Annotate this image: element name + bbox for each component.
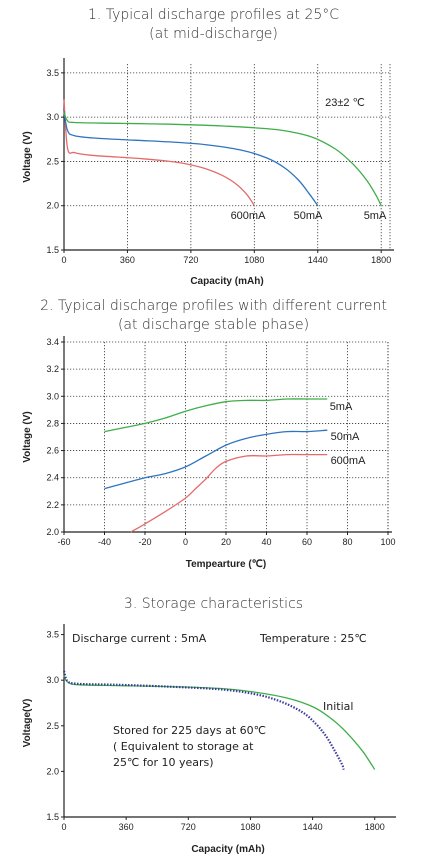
chart3-x-tick-label: 1080 bbox=[240, 822, 260, 832]
chart2-x-tick-label: 40 bbox=[261, 537, 271, 547]
chart3-y-axis-label: Voltage(V) bbox=[22, 699, 33, 748]
chart2-y-tick-label: 2.0 bbox=[46, 527, 59, 537]
chart2-x-tick-label: -60 bbox=[57, 537, 70, 547]
chart2-x-tick-label: -20 bbox=[138, 537, 151, 547]
chart2-y-tick-label: 2.8 bbox=[46, 418, 59, 428]
chart1-series-50ma-line bbox=[63, 110, 319, 207]
chart1-y-tick-label: 3.0 bbox=[46, 112, 59, 122]
chart1-x-tick-label: 1080 bbox=[244, 255, 264, 265]
chart2-x-tick-label: 0 bbox=[183, 537, 188, 547]
chart1-series-label-5ma: 5mA bbox=[364, 210, 387, 222]
chart1-temperature-annotation: 23±2 ℃ bbox=[325, 97, 365, 109]
chart3-x-tick-label: 1800 bbox=[365, 822, 385, 832]
chart2-series-label-5ma: 5mA bbox=[330, 401, 353, 413]
chart1-subtitle: (at mid-discharge) bbox=[149, 26, 278, 42]
chart1-title: 1. Typical discharge profiles at 25°C bbox=[87, 7, 340, 23]
chart3-stored-label-line2: ( Equivalent to storage at bbox=[113, 740, 254, 753]
chart1-y-tick-label: 2.0 bbox=[46, 201, 59, 211]
chart2-x-tick-label: 20 bbox=[221, 537, 231, 547]
chart1-series-label-50ma: 50mA bbox=[294, 210, 323, 222]
chart2-series-5ma-line bbox=[104, 398, 328, 433]
chart3-series-stored-for-225-days-at-60--line bbox=[62, 670, 345, 770]
chart1-x-tick-label: 0 bbox=[61, 255, 66, 265]
chart2-x-axis-label: Tempearture (℃) bbox=[186, 559, 267, 570]
chart1-series-5ma-line bbox=[63, 112, 382, 206]
chart2-x-tick-label: 80 bbox=[342, 537, 352, 547]
chart1-x-axis-label: Capacity (mAh) bbox=[190, 276, 263, 287]
chart1-x-tick-label: 1800 bbox=[371, 255, 391, 265]
chart3-temperature-annotation: Temperature : 25℃ bbox=[259, 632, 367, 645]
chart3-y-tick-label: 3.0 bbox=[46, 675, 59, 685]
chart3-y-tick-label: 2.0 bbox=[46, 766, 59, 776]
chart1-x-tick-label: 720 bbox=[183, 255, 198, 265]
chart3-y-tick-label: 1.5 bbox=[46, 812, 59, 822]
chart2-x-tick-label: -40 bbox=[98, 537, 111, 547]
chart1-series-600ma-line bbox=[63, 99, 255, 207]
chart3-title: 3. Storage characteristics bbox=[123, 596, 304, 612]
chart1-x-tick-label: 1440 bbox=[308, 255, 328, 265]
chart3-x-axis-label: Capacity (mAh) bbox=[191, 844, 264, 855]
chart3-x-tick-label: 360 bbox=[119, 822, 134, 832]
chart3-discharge-annotation: Discharge current : 5mA bbox=[72, 632, 207, 645]
chart2-y-tick-label: 2.2 bbox=[46, 500, 59, 510]
chart2-subtitle: (at discharge stable phase) bbox=[117, 317, 310, 333]
chart2-series-600ma-line bbox=[130, 453, 328, 533]
chart1-y-tick-label: 2.5 bbox=[46, 156, 59, 166]
chart2-y-tick-label: 2.6 bbox=[46, 446, 59, 456]
chart3-y-tick-label: 3.5 bbox=[46, 630, 59, 640]
chart1-y-tick-label: 3.5 bbox=[46, 68, 59, 78]
chart1-x-tick-label: 360 bbox=[120, 255, 135, 265]
chart2-series-label-50ma: 50mA bbox=[331, 431, 360, 443]
chart3-stored-label-line3: 25℃ for 10 years) bbox=[113, 756, 214, 769]
chart3-x-tick-label: 0 bbox=[61, 822, 66, 832]
chart2-x-tick-label: 60 bbox=[302, 537, 312, 547]
chart2-x-tick-label: 100 bbox=[380, 537, 395, 547]
chart2-series-label-600ma: 600mA bbox=[331, 455, 367, 467]
chart1-series-label-600ma: 600mA bbox=[231, 210, 267, 222]
chart2-y-tick-label: 3.0 bbox=[46, 391, 59, 401]
chart3-x-tick-label: 1440 bbox=[303, 822, 323, 832]
chart3-stored-label-line1: Stored for 225 days at 60℃ bbox=[113, 724, 266, 737]
chart3-y-tick-label: 2.5 bbox=[46, 721, 59, 731]
chart3-initial-label: Initial bbox=[323, 700, 353, 713]
chart2-title: 2. Typical discharge profiles with diffe… bbox=[40, 298, 387, 314]
chart2-y-axis-label: Voltage (V) bbox=[22, 411, 33, 462]
chart1-y-tick-label: 1.5 bbox=[46, 245, 59, 255]
chart2-y-tick-label: 2.4 bbox=[46, 473, 59, 483]
chart2-y-tick-label: 3.2 bbox=[46, 364, 59, 374]
chart1-y-axis-label: Voltage (V) bbox=[22, 131, 33, 182]
chart3-x-tick-label: 720 bbox=[181, 822, 196, 832]
chart2-y-tick-label: 3.4 bbox=[46, 337, 59, 347]
chart2-series-50ma-line bbox=[104, 429, 328, 490]
